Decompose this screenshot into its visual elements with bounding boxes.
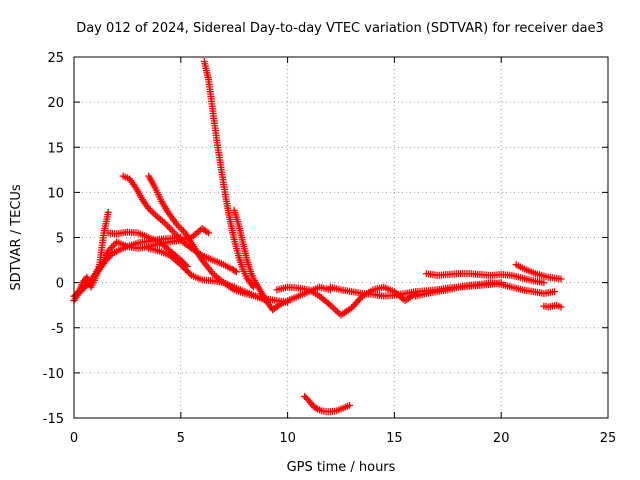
data-point xyxy=(148,208,156,216)
y-tick-label: -5 xyxy=(51,322,64,337)
y-tick-label: 5 xyxy=(56,232,64,247)
data-point xyxy=(105,253,113,261)
data-point xyxy=(346,401,354,409)
y-tick-label: -10 xyxy=(43,367,64,382)
data-point xyxy=(232,268,240,276)
data-point xyxy=(351,301,359,309)
data-point xyxy=(557,303,565,311)
data-point xyxy=(328,303,336,311)
plot-frame xyxy=(73,56,609,419)
y-tick-label: 0 xyxy=(56,277,64,292)
data-point xyxy=(273,302,281,310)
grid-lines xyxy=(74,57,608,418)
data-point xyxy=(82,282,90,290)
series-track-2 xyxy=(70,208,112,305)
series-track-7 xyxy=(145,244,270,305)
chart-title: Day 012 of 2024, Sidereal Day-to-day VTE… xyxy=(76,21,604,36)
data-point xyxy=(557,275,565,283)
y-tick-label: 10 xyxy=(47,186,64,201)
data-point xyxy=(177,261,185,269)
series-track-8 xyxy=(200,58,257,291)
data-point xyxy=(231,267,239,275)
series-track-15 xyxy=(540,301,565,311)
data-point xyxy=(183,267,191,275)
series-track-14 xyxy=(512,261,565,283)
data-point xyxy=(178,262,186,270)
series-track-16 xyxy=(301,392,354,416)
data-point xyxy=(205,229,213,237)
data-point xyxy=(184,268,192,276)
data-point xyxy=(354,297,362,305)
data-point xyxy=(330,304,338,312)
y-tick-label: 15 xyxy=(47,141,64,156)
data-point xyxy=(352,299,360,307)
data-point xyxy=(150,209,158,217)
data-point xyxy=(348,304,356,312)
data-point xyxy=(181,265,189,273)
x-tick-label: 0 xyxy=(70,431,78,446)
data-point xyxy=(104,208,112,216)
x-tick-label: 15 xyxy=(386,431,403,446)
data-point xyxy=(355,296,363,304)
axis-ticks: 0 5 10 15 20 25 -15 -10 -5 0 5 10 15 20 25 xyxy=(43,51,617,446)
y-tick-label: 20 xyxy=(47,96,64,111)
data-point xyxy=(186,270,194,278)
data-point xyxy=(312,404,320,412)
data-points xyxy=(70,58,565,416)
data-point xyxy=(551,288,559,296)
data-point xyxy=(540,279,548,287)
x-tick-label: 10 xyxy=(279,431,296,446)
data-point xyxy=(203,228,211,236)
x-tick-label: 25 xyxy=(600,431,617,446)
data-point xyxy=(84,280,92,288)
y-tick-label: 25 xyxy=(47,51,64,66)
data-point xyxy=(81,283,89,291)
data-point xyxy=(349,302,357,310)
y-tick-label: -15 xyxy=(43,412,64,427)
x-tick-label: 5 xyxy=(177,431,185,446)
y-axis-title: SDTVAR / TECUs xyxy=(9,184,24,291)
series-track-10 xyxy=(273,283,420,319)
series-track-13 xyxy=(412,279,559,300)
x-tick-label: 20 xyxy=(493,431,510,446)
series-track-12 xyxy=(422,270,548,287)
x-axis-title: GPS time / hours xyxy=(287,460,396,475)
data-point xyxy=(332,306,340,314)
data-point xyxy=(180,264,188,272)
